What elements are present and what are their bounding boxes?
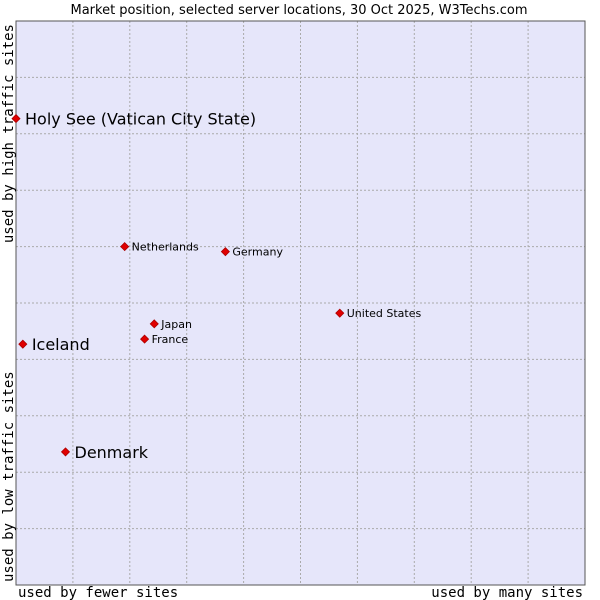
point-label-iceland: Iceland xyxy=(32,335,90,354)
point-label-united-states: United States xyxy=(347,307,422,320)
point-marker-netherlands xyxy=(120,242,130,252)
plot-border xyxy=(15,20,586,586)
x-axis-low-label: used by fewer sites xyxy=(18,585,178,600)
data-points: Holy See (Vatican City State) Netherlands… xyxy=(11,110,422,462)
point-label-netherlands: Netherlands xyxy=(132,241,199,254)
point-marker-germany xyxy=(220,247,230,257)
y-axis-low-label: used by low traffic sites xyxy=(1,371,17,582)
point-label-holy-see-vatican-city-state: Holy See (Vatican City State) xyxy=(25,110,256,129)
y-axis-high-label: used by high traffic sites xyxy=(1,24,17,243)
point-label-germany: Germany xyxy=(232,246,283,259)
chart-title: Market position, selected server locatio… xyxy=(70,3,527,18)
point-marker-iceland xyxy=(18,339,28,349)
point-marker-united-states xyxy=(335,308,345,318)
point-label-denmark: Denmark xyxy=(75,443,149,462)
x-axis-high-label: used by many sites xyxy=(431,585,583,600)
grid xyxy=(16,21,585,585)
point-marker-denmark xyxy=(60,447,71,457)
point-label-france: France xyxy=(152,333,189,346)
point-marker-japan xyxy=(149,319,159,329)
point-marker-france xyxy=(140,334,150,344)
point-marker-holy-see-vatican-city-state xyxy=(11,114,21,124)
point-label-japan: Japan xyxy=(160,318,192,331)
